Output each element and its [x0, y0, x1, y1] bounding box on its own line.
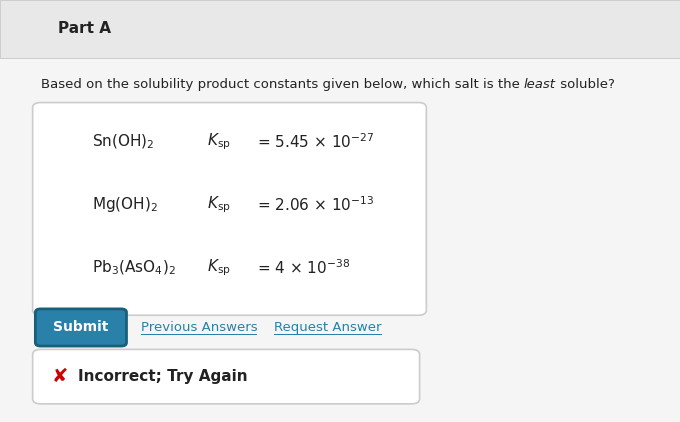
Circle shape — [63, 263, 73, 273]
Text: Request Answer: Request Answer — [275, 321, 382, 334]
Polygon shape — [24, 14, 44, 41]
Text: Sn(OH)$_2$: Sn(OH)$_2$ — [92, 132, 154, 151]
Text: Part A: Part A — [58, 22, 111, 36]
Text: Incorrect; Try Again: Incorrect; Try Again — [78, 369, 248, 384]
Text: least: least — [524, 78, 556, 91]
Text: = 4 × 10$^{-38}$: = 4 × 10$^{-38}$ — [257, 259, 350, 277]
Text: Based on the solubility product constants given below, which salt is the: Based on the solubility product constant… — [41, 78, 524, 91]
Text: = 2.06 × 10$^{-13}$: = 2.06 × 10$^{-13}$ — [257, 195, 374, 214]
Text: Mg(OH)$_2$: Mg(OH)$_2$ — [92, 195, 158, 214]
Text: $\mathit{K}_{\mathrm{sp}}$: $\mathit{K}_{\mathrm{sp}}$ — [207, 195, 231, 215]
Text: $\mathit{K}_{\mathrm{sp}}$: $\mathit{K}_{\mathrm{sp}}$ — [207, 258, 231, 278]
Text: Previous Answers: Previous Answers — [141, 321, 258, 334]
Text: = 5.45 × 10$^{-27}$: = 5.45 × 10$^{-27}$ — [257, 132, 374, 151]
Text: Pb$_3$(AsO$_4$)$_2$: Pb$_3$(AsO$_4$)$_2$ — [92, 259, 175, 277]
Circle shape — [58, 257, 78, 279]
Text: soluble?: soluble? — [556, 78, 615, 91]
Text: $\mathit{K}_{\mathrm{sp}}$: $\mathit{K}_{\mathrm{sp}}$ — [207, 131, 231, 151]
Text: ✘: ✘ — [52, 367, 68, 386]
Text: Submit: Submit — [53, 320, 109, 335]
